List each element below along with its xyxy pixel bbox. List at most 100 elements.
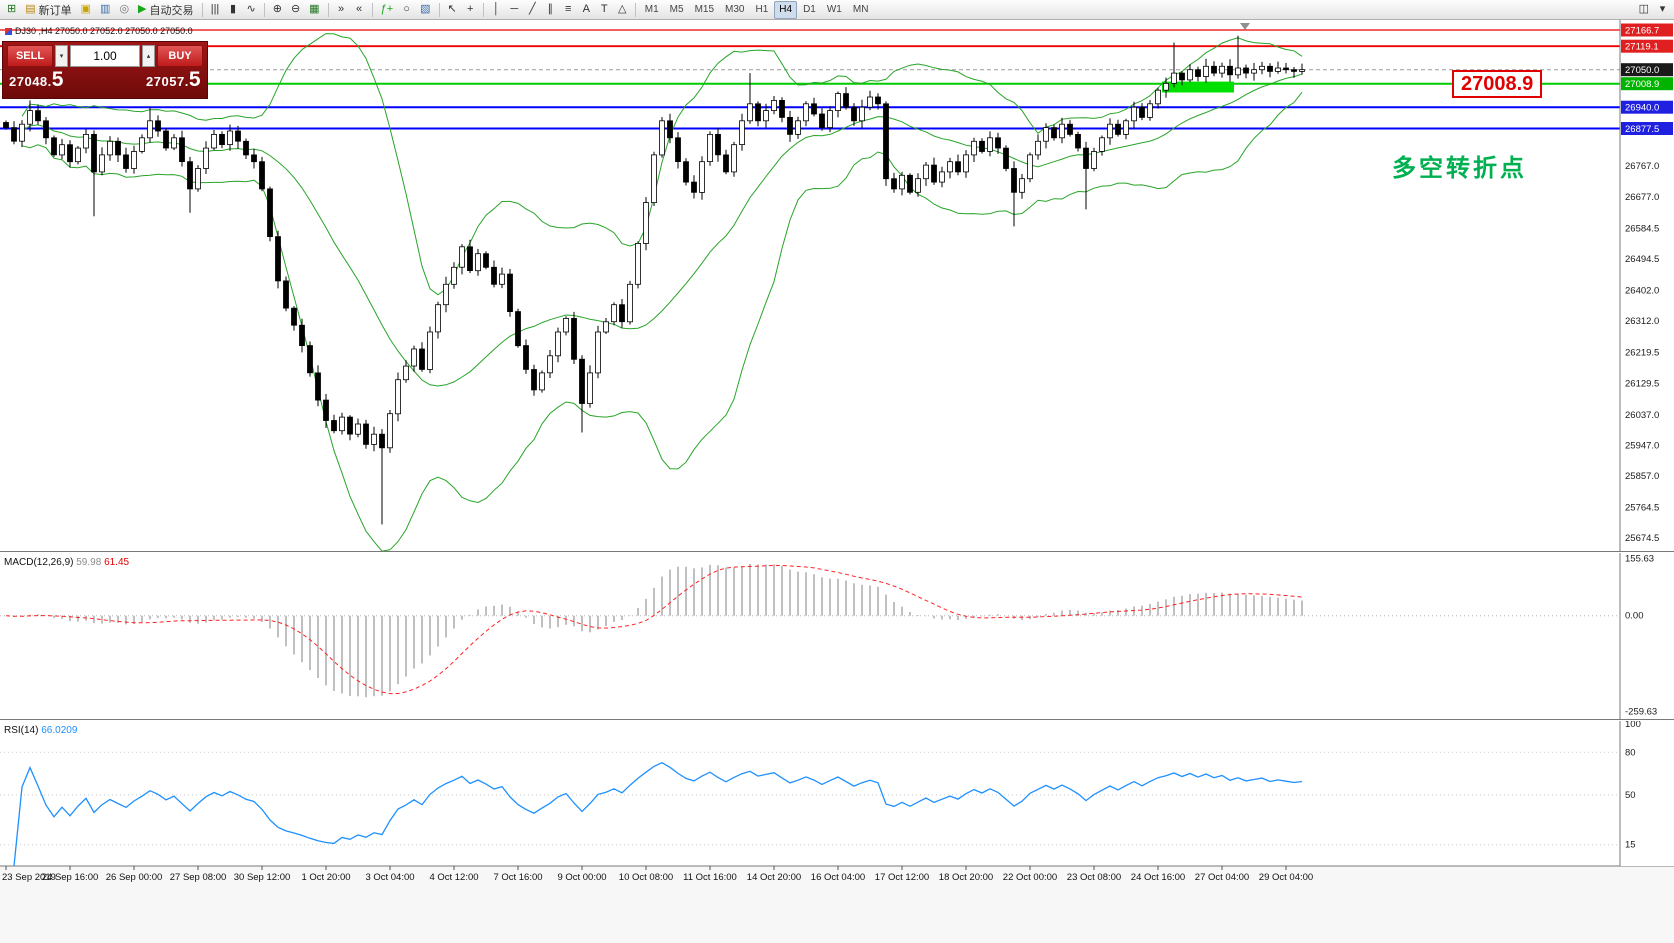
highlight-zone[interactable]: [1162, 81, 1234, 93]
templates-button[interactable]: ▧: [416, 1, 434, 19]
vertical-line-button[interactable]: │: [488, 1, 505, 19]
price-axis-label: 26219.5: [1625, 348, 1659, 359]
label-button[interactable]: T: [596, 1, 613, 19]
timeframe-w1[interactable]: W1: [822, 1, 847, 19]
new-chart-icon: ⊞: [7, 3, 17, 15]
timeframe-h4[interactable]: H4: [774, 0, 798, 19]
bar-chart-button[interactable]: |||: [207, 1, 224, 19]
macd-histogram: [13, 564, 1303, 698]
new-order-button[interactable]: ▤ 新订单: [21, 1, 75, 19]
periods-icon: ○: [403, 3, 410, 15]
candlestick-chart-button[interactable]: ▮: [225, 1, 242, 19]
text-icon: A: [582, 3, 590, 15]
macd-axis-label: 155.63: [1625, 553, 1654, 564]
time-axis-label: 27 Sep 08:00: [170, 872, 227, 883]
zoom-out-icon: ⊖: [290, 3, 301, 15]
text-button[interactable]: A: [578, 1, 595, 19]
crosshair-button[interactable]: +: [462, 1, 479, 19]
volume-decrease-button[interactable]: ▾: [55, 45, 68, 67]
auto-trading-button[interactable]: ▶ 自动交易: [134, 1, 197, 19]
rsi-label: RSI(14) 66.0209: [4, 725, 78, 736]
buy-price: 27057.5: [146, 68, 201, 92]
zoom-out-button[interactable]: ⊖: [287, 1, 304, 19]
trendline-button[interactable]: ╱: [524, 1, 541, 19]
volume-input[interactable]: [70, 45, 140, 67]
time-axis-label: 4 Oct 12:00: [429, 872, 478, 883]
tile-windows-icon: ▦: [309, 3, 320, 15]
auto-scroll-button[interactable]: »: [333, 1, 350, 19]
windows-button[interactable]: ◫: [1635, 1, 1653, 19]
periods-button[interactable]: ○: [398, 1, 415, 19]
price-axis-label: 26767.0: [1625, 161, 1659, 172]
price-axis-label: 26129.5: [1625, 378, 1659, 389]
price-axis-label: 26037.0: [1625, 410, 1659, 421]
price-axis-label: 26402.0: [1625, 285, 1659, 296]
auto-trading-icon: ▶: [138, 3, 147, 15]
candles: [3, 35, 1305, 525]
price-axis-label: 26312.0: [1625, 316, 1659, 327]
buy-button[interactable]: BUY: [157, 45, 203, 67]
rsi-axis-label: 50: [1625, 790, 1636, 801]
timeframe-d1[interactable]: D1: [798, 1, 821, 19]
price-callout[interactable]: 27008.9: [1452, 70, 1543, 98]
tile-windows-button[interactable]: ▦: [305, 1, 323, 19]
horizontal-line-button[interactable]: ─: [506, 1, 523, 19]
fibonacci-button[interactable]: ≡: [560, 1, 577, 19]
indicators-icon: ƒ+: [380, 3, 394, 15]
buy-price-big: 5: [188, 68, 201, 91]
price-tag-label: 26940.0: [1625, 103, 1659, 114]
chart-shift-button[interactable]: «: [351, 1, 368, 19]
price-scale[interactable]: 26767.0 26677.0 26584.5 26494.5 26402.0 26312…: [1619, 20, 1674, 866]
time-axis-label: 1 Oct 20:00: [301, 872, 350, 883]
new-order-button-label: 新订单: [38, 4, 72, 17]
macd-panel: MACD(12,26,9) 59.98 61.45: [0, 557, 1620, 698]
shapes-icon: △: [618, 3, 627, 15]
channel-button[interactable]: ∥: [542, 1, 559, 19]
time-axis-label: 30 Sep 12:00: [234, 872, 291, 883]
rsi-line: [13, 761, 1303, 867]
time-axis-label: 29 Oct 04:00: [1259, 872, 1313, 883]
zoom-in-button[interactable]: ⊕: [269, 1, 286, 19]
macd-axis-label: 0.00: [1625, 611, 1644, 622]
timeframe-m15[interactable]: M15: [690, 1, 719, 19]
time-axis-label: 22 Oct 00:00: [1003, 872, 1057, 883]
symbol-icon: [5, 27, 12, 35]
price-tag: [1621, 100, 1673, 114]
chart-shift-icon: «: [356, 3, 363, 15]
chart-shift-marker[interactable]: [1240, 23, 1250, 30]
timeframe-m30[interactable]: M30: [720, 1, 749, 19]
line-chart-button[interactable]: ∿: [243, 1, 260, 19]
market-watch-button[interactable]: ▣: [77, 1, 95, 19]
timeframe-mn[interactable]: MN: [848, 1, 874, 19]
time-axis-label: 24 Oct 16:00: [1131, 872, 1185, 883]
sell-button[interactable]: SELL: [7, 45, 53, 67]
macd-signal-line: [5, 564, 1303, 695]
horizontal-line-icon: ─: [510, 3, 519, 15]
shapes-button[interactable]: △: [614, 1, 631, 19]
chart-canvas[interactable]: MACD(12,26,9) 59.98 61.45 RSI(14) 66.0209…: [0, 20, 1674, 943]
cursor-button[interactable]: ↖: [444, 1, 461, 19]
timeframe-m1[interactable]: M1: [640, 1, 664, 19]
volume-increase-button[interactable]: ▴: [142, 45, 155, 67]
toolbar-separator: [263, 2, 265, 17]
more-button[interactable]: ▾: [1654, 1, 1671, 19]
time-axis-label: 27 Oct 04:00: [1195, 872, 1249, 883]
navigator-icon: ◎: [119, 3, 130, 15]
new-order-icon: ▤: [25, 3, 36, 15]
timeframe-h1[interactable]: H1: [750, 1, 773, 19]
price-tag: [1621, 39, 1673, 53]
time-axis-label: 9 Oct 00:00: [557, 872, 606, 883]
navigator-button[interactable]: ◎: [115, 1, 133, 19]
templates-icon: ▧: [420, 3, 431, 15]
data-window-icon: ▥: [100, 3, 111, 15]
data-window-button[interactable]: ▥: [96, 1, 114, 19]
auto-scroll-icon: »: [338, 3, 345, 15]
indicators-button[interactable]: ƒ+: [377, 1, 398, 19]
bollinger-upper: [21, 33, 1303, 296]
price-tag-label: 26877.5: [1625, 124, 1659, 135]
new-chart-button[interactable]: ⊞: [3, 1, 20, 19]
chart-background: [0, 20, 1674, 943]
macd-label: MACD(12,26,9) 59.98 61.45: [4, 557, 130, 568]
timeframe-m5[interactable]: M5: [665, 1, 689, 19]
